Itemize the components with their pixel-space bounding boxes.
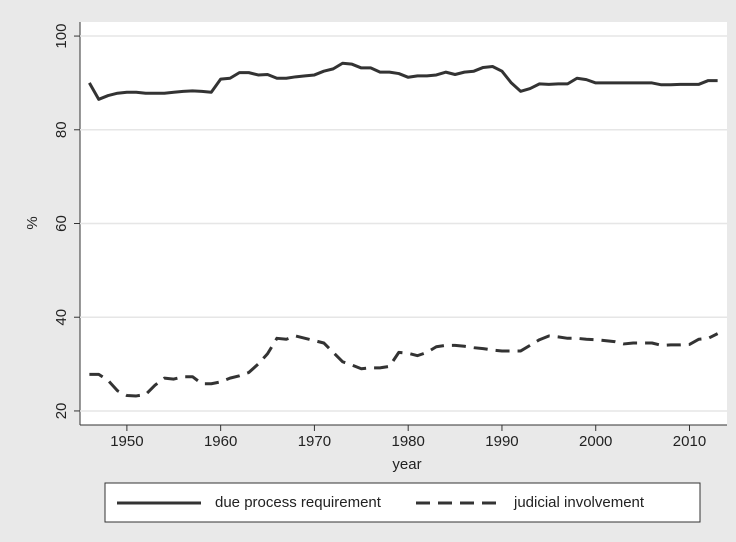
y-tick-label: 20 [53, 403, 70, 420]
x-tick-label: 1990 [485, 433, 518, 450]
line [89, 332, 719, 398]
x-tick-label: 1970 [298, 433, 331, 450]
x-axis-label: year [392, 456, 421, 473]
y-axis-label: % [24, 216, 41, 229]
y-tick-label: 60 [53, 215, 70, 232]
y-tick-label: 100 [53, 24, 70, 49]
legend-label: judicial involvement [513, 494, 645, 511]
x-tick-label: 2000 [579, 433, 612, 450]
x-tick-label: 2010 [673, 433, 706, 450]
legend-label: due process requirement [215, 494, 382, 511]
legend-box [104, 482, 701, 523]
y-tick-label: 40 [53, 309, 70, 326]
x-tick-label: 1950 [110, 433, 143, 450]
x-tick-label: 1980 [392, 433, 425, 450]
x-tick-label: 1960 [204, 433, 237, 450]
y-tick-label: 80 [53, 121, 70, 138]
line [88, 61, 718, 101]
